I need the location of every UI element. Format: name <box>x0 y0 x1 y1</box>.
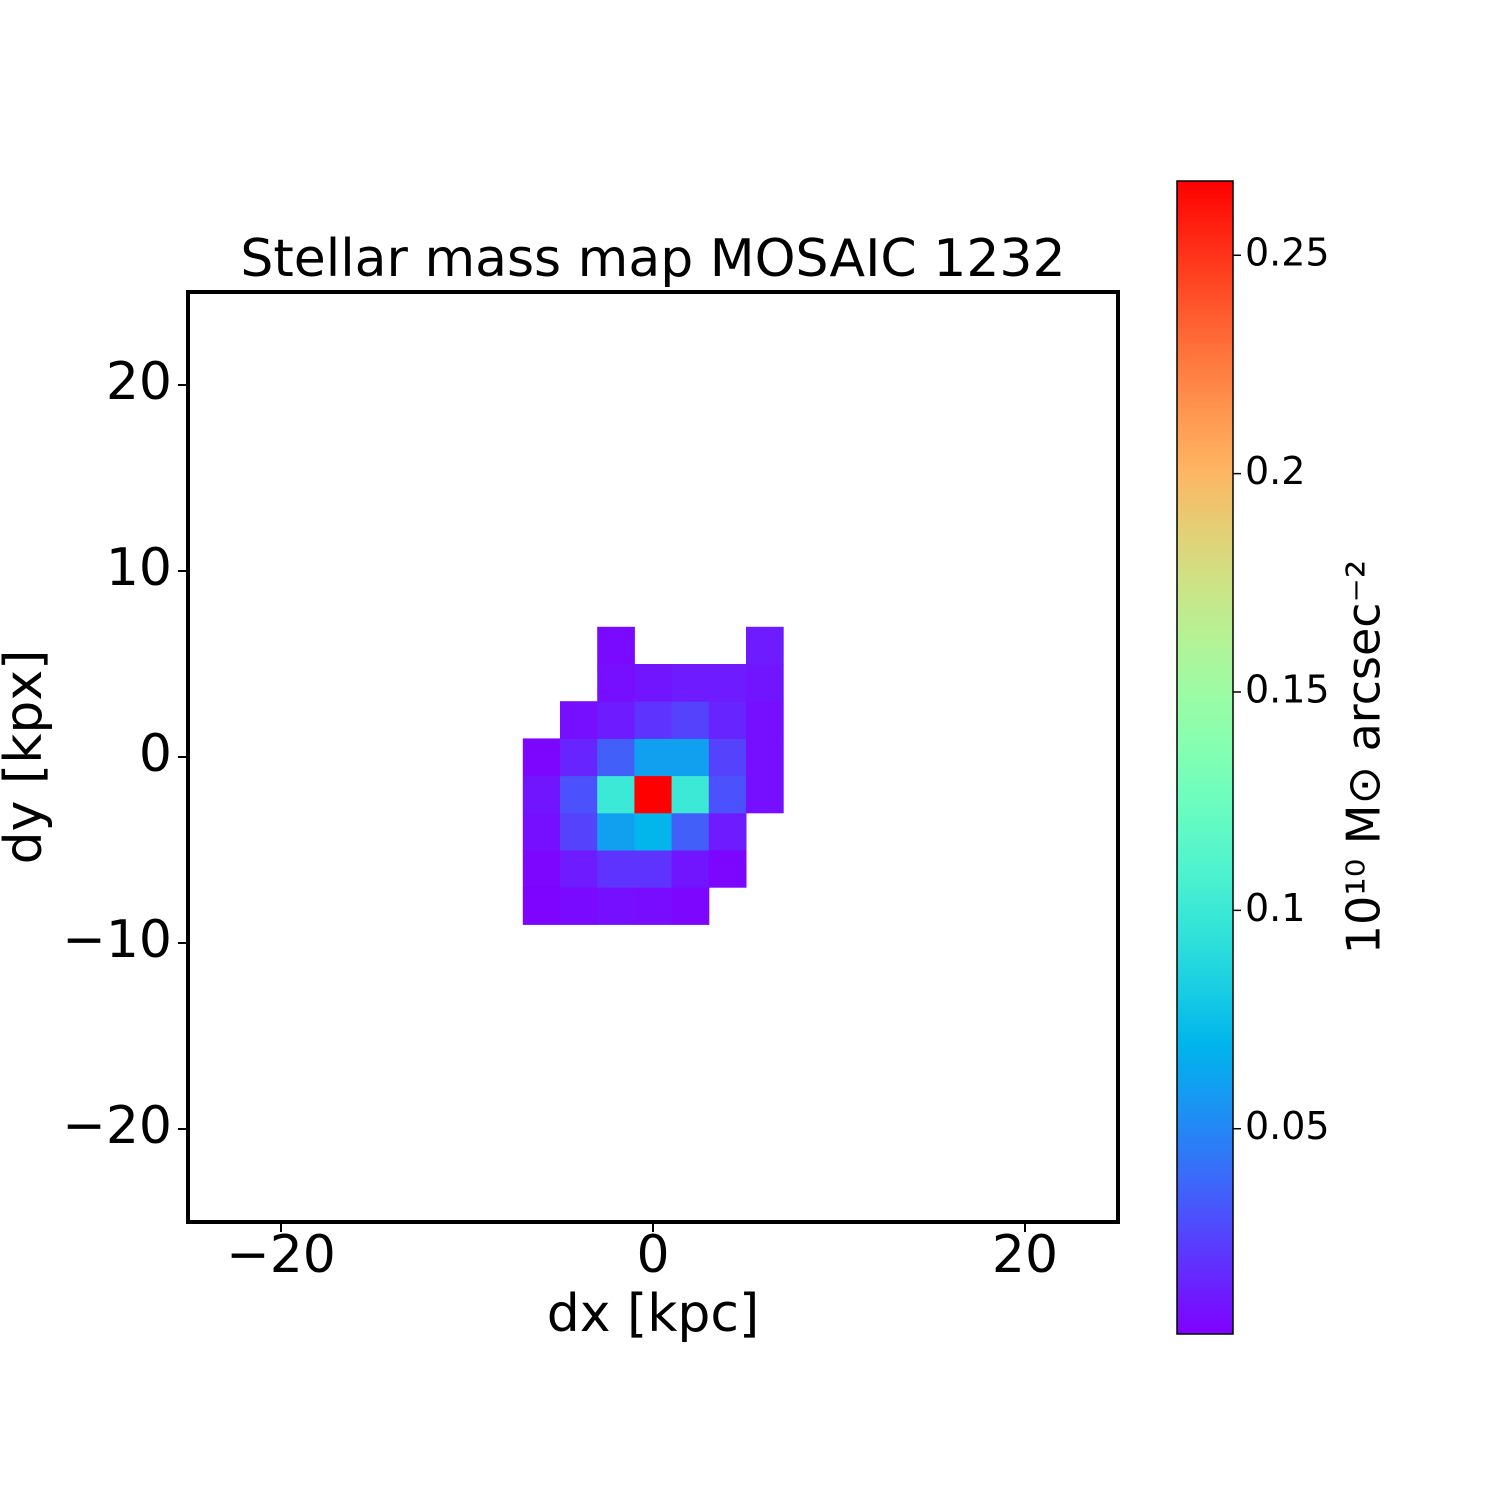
x-tick-label: 0 <box>636 1225 669 1285</box>
heatmap-cell <box>634 701 673 739</box>
heatmap-cell <box>522 812 561 851</box>
colorbar <box>1176 180 1234 1335</box>
y-axis-label: dy [kpx] <box>0 650 54 865</box>
heatmap-cell <box>671 664 710 702</box>
heatmap-cell <box>522 850 561 888</box>
heatmap-cell <box>597 626 635 665</box>
heatmap-cell <box>597 812 635 851</box>
y-tick-label: 10 <box>106 538 172 598</box>
heatmap-cell <box>746 738 784 777</box>
heatmap-cell <box>671 738 710 777</box>
heatmap-cell <box>597 738 635 777</box>
colorbar-tick-label: 0.1 <box>1245 886 1305 930</box>
heatmap-cells <box>522 626 784 925</box>
heatmap-cell <box>560 775 598 814</box>
heatmap-cell <box>708 812 747 851</box>
x-tick-label: −20 <box>226 1225 336 1285</box>
heatmap-cell <box>708 850 747 888</box>
y-tick-label: −20 <box>62 1096 172 1156</box>
heatmap-cell <box>560 887 598 925</box>
y-tick-label: 20 <box>106 352 172 412</box>
heatmap-cell <box>708 664 747 702</box>
colorbar-tick-label: 0.2 <box>1245 449 1305 493</box>
heatmap-cell <box>522 738 561 777</box>
heatmap-cell <box>746 664 784 702</box>
heatmap-cell <box>560 738 598 777</box>
heatmap-cell <box>671 887 710 925</box>
heatmap-cell <box>671 812 710 851</box>
heatmap-cell <box>634 850 673 888</box>
heatmap-cell <box>597 887 635 925</box>
x-tick-label: 20 <box>992 1225 1058 1285</box>
heatmap-cell <box>708 775 747 814</box>
colorbar-tick-label: 0.05 <box>1245 1104 1330 1148</box>
heatmap-cell <box>746 775 784 814</box>
heatmap-cell <box>597 775 635 814</box>
colorbar-tick-label: 0.25 <box>1245 231 1330 275</box>
x-axis-label: dx [kpc] <box>547 1284 760 1344</box>
y-tick-label: −10 <box>62 910 172 970</box>
heatmap-cell <box>560 701 598 739</box>
heatmap-cell <box>634 775 673 814</box>
chart-title: Stellar mass map MOSAIC 1232 <box>240 229 1065 289</box>
colorbar-tick-label: 0.15 <box>1245 667 1330 711</box>
heatmap-cell <box>560 850 598 888</box>
heatmap-cell <box>560 812 598 851</box>
heatmap-cell <box>746 626 784 665</box>
heatmap-cell <box>634 812 673 851</box>
heatmap-cell <box>746 701 784 739</box>
heatmap-cell <box>671 775 710 814</box>
colorbar-label: 10¹⁰ M⊙ arcsec⁻² <box>1337 560 1391 955</box>
heatmap-cell <box>708 701 747 739</box>
heatmap-cell <box>597 701 635 739</box>
heatmap-cell <box>634 887 673 925</box>
heatmap-cell <box>522 775 561 814</box>
heatmap-cell <box>634 664 673 702</box>
heatmap-cell <box>522 887 561 925</box>
heatmap-cell <box>708 738 747 777</box>
heatmap-cell <box>597 664 635 702</box>
heatmap-cell <box>634 738 673 777</box>
heatmap-cell <box>597 850 635 888</box>
heatmap-cell <box>671 850 710 888</box>
y-tick-label: 0 <box>139 724 172 784</box>
heatmap-cell <box>671 701 710 739</box>
